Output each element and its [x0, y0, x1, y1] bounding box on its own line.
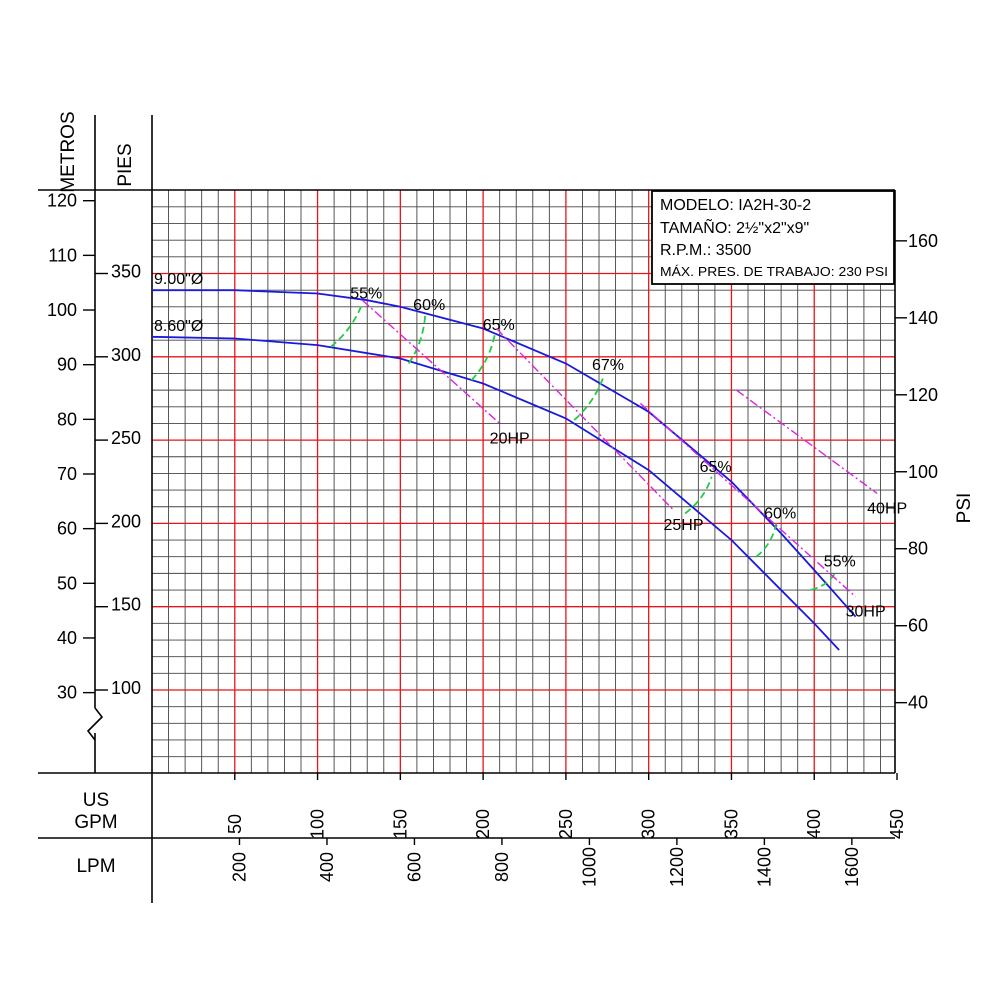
series-efficiency: 60% — [407, 297, 445, 365]
pies-axis-ticks: 100 150 200 250 300 350 — [95, 262, 141, 698]
gpm-tick-label: 450 — [887, 809, 907, 839]
psi-tick-label: 120 — [908, 385, 938, 405]
psi-tick-label: 60 — [908, 616, 928, 636]
psi-tick-label: 80 — [908, 539, 928, 559]
power-line — [639, 402, 857, 598]
lpm-axis-title: LPM — [76, 856, 115, 877]
metros-tick-label: 120 — [47, 191, 77, 211]
lpm-tick-label: 1200 — [667, 847, 687, 887]
right-axis-title: PSI — [954, 493, 975, 524]
chart-frame — [38, 115, 896, 903]
metros-tick-label: 90 — [57, 355, 77, 375]
metros-tick-label: 80 — [57, 409, 77, 429]
efficiency-label: 55% — [350, 285, 382, 302]
series-power: 30HP — [639, 402, 886, 621]
lpm-tick-label: 600 — [404, 852, 424, 882]
series-efficiency: 67% — [573, 357, 624, 421]
pies-tick-label: 100 — [111, 678, 141, 698]
lpm-tick-label: 200 — [229, 852, 249, 882]
efficiency-line — [330, 303, 364, 348]
lpm-tick-label: 1000 — [579, 847, 599, 887]
model-info-box: MODELO: IA2H-30-2 TAMAÑO: 2½"x2"x9" R.P.… — [651, 190, 895, 285]
power-label: 25HP — [664, 517, 704, 534]
lpm-tick-label: 400 — [317, 852, 337, 882]
series-power: 40HP — [736, 389, 907, 517]
pies-tick-label: 150 — [111, 595, 141, 615]
info-max-pressure: MÁX. PRES. DE TRABAJO: 230 PSI — [660, 264, 888, 279]
metros-tick-label: 100 — [47, 300, 77, 320]
series-efficiency: 65% — [470, 317, 515, 381]
gpm-axis-ticks: 50 100 150 200 250 300 350 400 450 — [225, 773, 907, 839]
grid-minor — [152, 190, 895, 773]
efficiency-label: 65% — [483, 317, 515, 334]
efficiency-line — [755, 523, 778, 558]
power-line — [361, 299, 501, 424]
psi-axis-ticks: 40 60 80 100 120 140 160 — [895, 231, 938, 713]
efficiency-label: 55% — [824, 554, 856, 571]
lpm-tick-label: 1600 — [842, 847, 862, 887]
efficiency-line — [810, 571, 837, 591]
left-inner-axis-title: PIES — [115, 143, 136, 186]
power-label: 20HP — [490, 430, 530, 447]
lpm-tick-label: 800 — [492, 852, 512, 882]
pies-tick-label: 250 — [111, 428, 141, 448]
psi-tick-label: 140 — [908, 308, 938, 328]
series-efficiency: 55% — [330, 285, 382, 348]
gpm-tick-label: 350 — [721, 809, 741, 839]
metros-axis-ticks: 30 40 50 60 70 80 90 100 110 120 — [47, 191, 95, 703]
series-efficiency: 60% — [755, 505, 796, 558]
series-head_curve: 8.60"Ø — [151, 318, 840, 651]
power-line — [495, 327, 675, 511]
gpm-axis-title-line2: GPM — [74, 812, 117, 833]
left-outer-axis-title: METROS — [58, 111, 79, 192]
metros-tick-label: 60 — [57, 519, 77, 539]
gpm-tick-label: 50 — [225, 814, 245, 834]
efficiency-line — [470, 334, 496, 381]
efficiency-line — [684, 476, 713, 515]
metros-tick-label: 50 — [57, 573, 77, 593]
gpm-tick-label: 250 — [556, 809, 576, 839]
efficiency-label: 60% — [413, 297, 445, 314]
psi-tick-label: 40 — [908, 693, 928, 713]
metros-tick-label: 30 — [57, 683, 77, 703]
psi-tick-label: 100 — [908, 462, 938, 482]
series-head_curve: 9.00"Ø — [152, 271, 857, 618]
gpm-axis-title-line1: US — [83, 790, 109, 811]
metros-tick-label: 70 — [57, 464, 77, 484]
head-curve-line — [151, 335, 840, 651]
lpm-tick-label: 1400 — [754, 847, 774, 887]
series-layer: 9.00"Ø 8.60"Ø 55% 60% 65% 67% 65% 60% 55% 20HP 25H… — [151, 271, 907, 651]
power-label: 40HP — [867, 500, 907, 517]
efficiency-line — [407, 315, 427, 365]
series-efficiency: 55% — [810, 554, 856, 591]
head-curve-label: 8.60"Ø — [154, 318, 203, 335]
gpm-tick-label: 150 — [390, 809, 410, 839]
lpm-axis-ticks: 200 400 600 800 1000 1200 1400 1600 — [229, 838, 862, 887]
head-curve-label: 9.00"Ø — [154, 271, 203, 288]
psi-tick-label: 160 — [908, 231, 938, 251]
efficiency-label: 67% — [592, 357, 624, 374]
info-model: MODELO: IA2H-30-2 — [660, 197, 811, 214]
series-power: 25HP — [495, 327, 704, 534]
power-line — [736, 389, 878, 494]
series-efficiency: 65% — [684, 459, 732, 515]
pies-tick-label: 200 — [111, 511, 141, 531]
pies-tick-label: 350 — [111, 262, 141, 282]
head-curve-line — [152, 289, 857, 618]
gpm-tick-label: 100 — [308, 809, 328, 839]
info-size: TAMAÑO: 2½"x2"x9" — [660, 217, 809, 237]
gpm-tick-label: 200 — [473, 809, 493, 839]
series-power: 20HP — [361, 299, 530, 447]
gpm-tick-label: 400 — [804, 809, 824, 839]
efficiency-label: 60% — [764, 505, 796, 522]
metros-tick-label: 40 — [57, 628, 77, 648]
efficiency-line — [573, 374, 605, 421]
info-rpm: R.P.M.: 3500 — [660, 242, 751, 259]
gpm-tick-label: 300 — [639, 809, 659, 839]
power-label: 30HP — [846, 604, 886, 621]
metros-tick-label: 110 — [48, 245, 77, 265]
pies-tick-label: 300 — [111, 345, 141, 365]
